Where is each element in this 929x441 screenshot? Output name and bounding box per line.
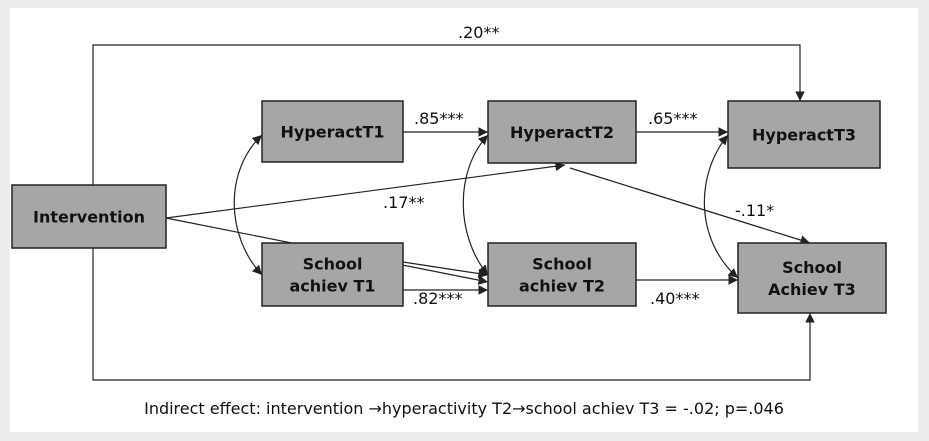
caption: Indirect effect: intervention →hyperacti…: [144, 399, 784, 418]
edge-label: .17**: [383, 193, 424, 212]
edge-label: .85***: [414, 109, 463, 128]
paths: [92, 44, 815, 381]
arrow: [92, 248, 815, 381]
nodes: Intervention HyperactT1 HyperactT2 Hyperact…: [11, 100, 887, 314]
node-box: [11, 184, 167, 249]
node-label: School achiev T2: [519, 255, 605, 296]
node-label: School Achiev T3: [768, 258, 856, 299]
node-label: School achiev T1: [289, 255, 375, 296]
node-box: [727, 100, 881, 169]
arrow: [92, 44, 805, 185]
node-label: HyperactT1: [281, 123, 385, 142]
correlation: [233, 134, 263, 276]
edge-label: .65***: [648, 109, 697, 128]
edge-label: -.11*: [735, 201, 774, 220]
node-label: HyperactT2: [510, 123, 614, 142]
edge-label: .40***: [650, 289, 699, 308]
node-box: [261, 100, 404, 163]
correlation: [703, 134, 739, 279]
edge-label: .82***: [413, 289, 462, 308]
node-box: [737, 242, 887, 314]
node-box: [261, 242, 404, 307]
correlation: [462, 134, 489, 276]
node-box: [487, 100, 637, 164]
arrow: [402, 261, 489, 279]
arrow: [569, 167, 811, 245]
node-label: Intervention: [33, 208, 145, 227]
node-label: HyperactT3: [752, 126, 856, 145]
node-box: [487, 242, 637, 307]
edge-label: .20**: [458, 23, 499, 42]
arrow: [165, 161, 566, 219]
